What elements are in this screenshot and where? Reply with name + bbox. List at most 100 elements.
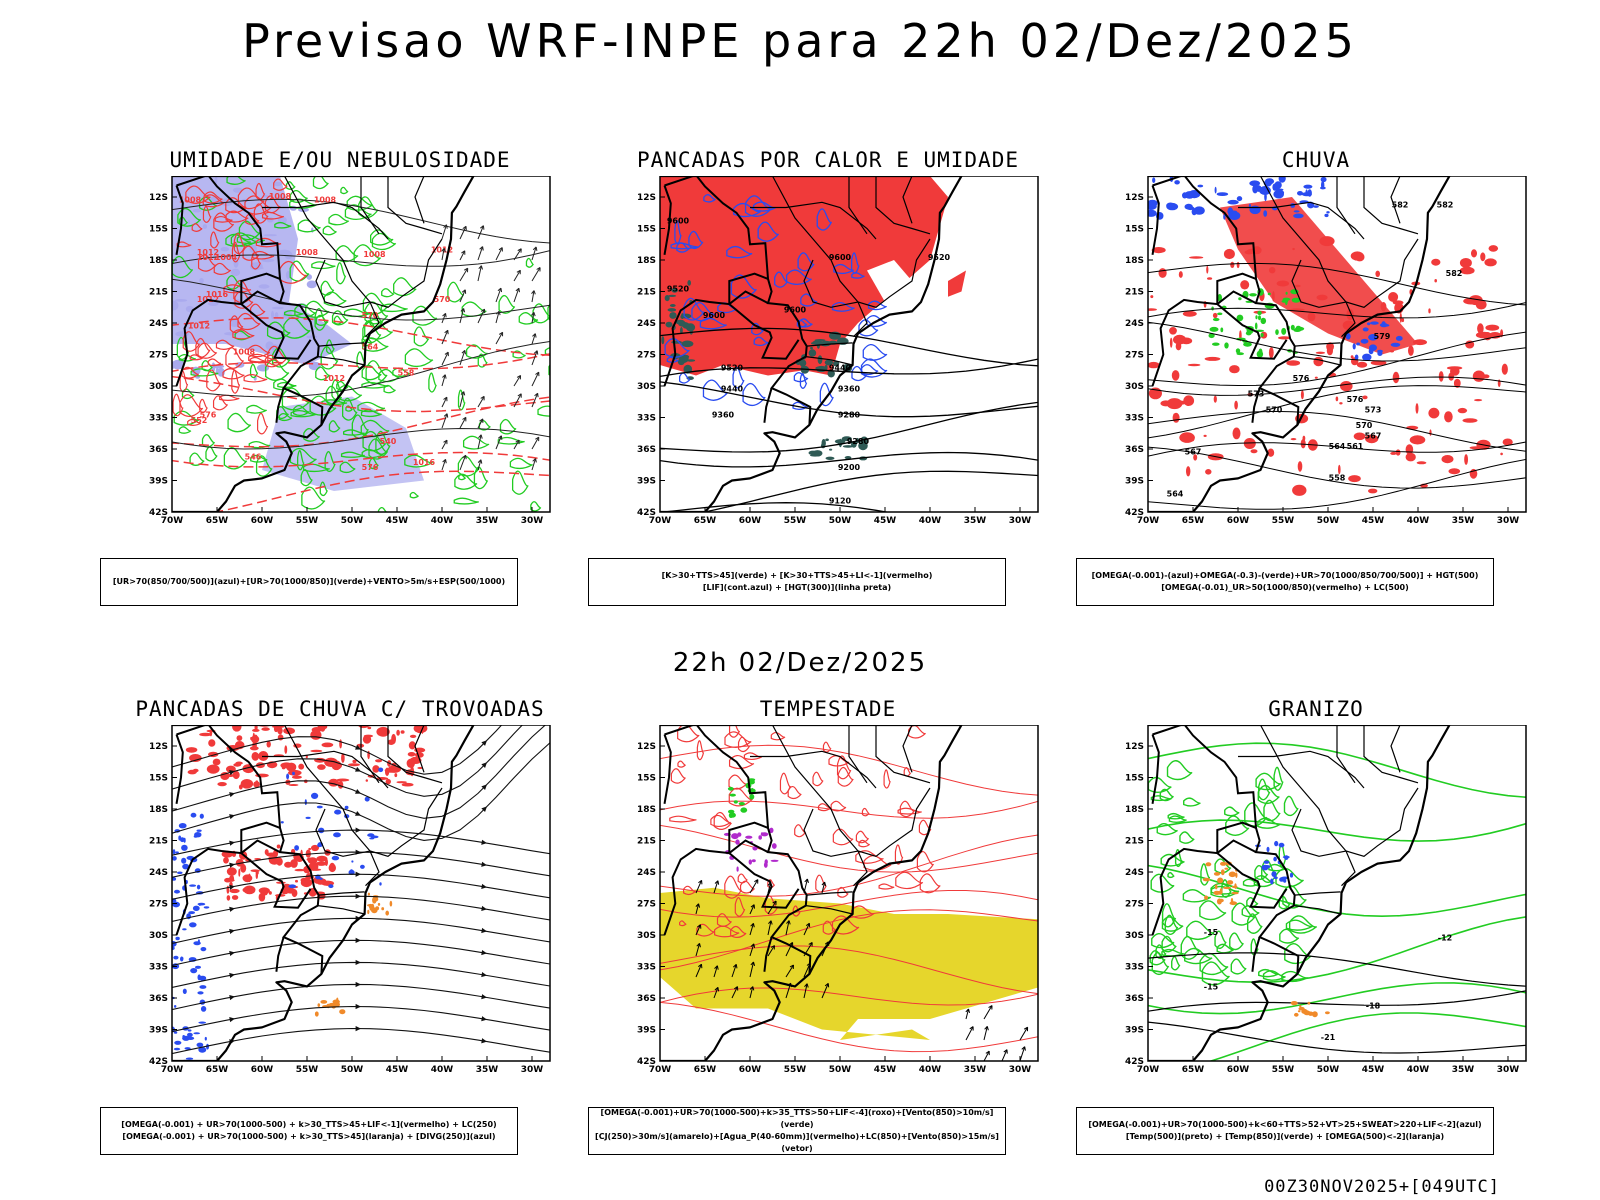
omega-cell	[1326, 211, 1330, 214]
rain-cell	[1471, 249, 1477, 258]
y-tick-label: 27S	[149, 351, 168, 361]
x-tick-label: 45W	[874, 516, 897, 526]
contour-label: 9360	[838, 384, 861, 393]
country-border	[1216, 852, 1288, 909]
heat-instability	[824, 359, 834, 366]
x-tick-label: 50W	[341, 516, 364, 526]
low-humidity-contour	[274, 221, 292, 229]
divergence-cell	[318, 827, 325, 834]
lifted-index-contour	[774, 271, 789, 288]
low-humidity-contour	[301, 486, 326, 510]
state-border	[262, 201, 389, 240]
omega-cell	[1345, 333, 1351, 340]
x-tick-label: 35W	[964, 516, 987, 526]
humidity-blob	[192, 208, 201, 213]
low-humidity-contour	[223, 447, 248, 470]
streamline-arrow	[355, 1025, 361, 1032]
state-border	[803, 808, 868, 887]
y-tick-label: 42S	[149, 1057, 168, 1067]
x-tick-label: 65W	[694, 1065, 717, 1075]
rain-cell	[1278, 336, 1291, 340]
y-tick-label: 42S	[637, 1057, 656, 1067]
strong-omega-cell	[1212, 317, 1220, 322]
rain-cell	[1392, 300, 1404, 305]
omega-cell	[1227, 207, 1234, 216]
divergence-cell	[188, 911, 195, 915]
streamline-arrow	[229, 792, 235, 798]
x-tick-label: 30W	[1497, 1065, 1520, 1075]
wind-vector	[821, 983, 829, 999]
rain-cell	[1326, 346, 1333, 356]
thunderstorm-cell	[308, 847, 312, 851]
heat-instability	[817, 355, 823, 365]
wind-vector-head	[515, 287, 520, 293]
wind-vector	[513, 248, 522, 261]
thickness-line	[172, 317, 550, 357]
wind-vector	[713, 965, 718, 978]
wind-vector	[983, 1005, 993, 1020]
low-humidity-contour	[284, 310, 304, 317]
temp850-contour	[1210, 882, 1239, 898]
temp850-contour	[1180, 935, 1201, 960]
hail-cell	[1278, 842, 1285, 848]
storm-cell	[736, 866, 739, 872]
wind-vector-head	[444, 351, 449, 357]
coastline	[172, 725, 475, 1061]
low-humidity-contour	[303, 428, 321, 442]
geopotential-line	[660, 358, 1038, 378]
hail-cell	[1282, 855, 1290, 859]
rain-cell	[1413, 339, 1427, 346]
rain-cell	[1166, 398, 1183, 410]
low-humidity-contour	[309, 395, 337, 416]
storm-cell	[735, 839, 740, 845]
low-humidity-contour	[380, 303, 408, 313]
divergence-cell	[351, 860, 354, 863]
rain-cell	[1462, 418, 1478, 423]
temp850-line	[1148, 819, 1526, 842]
low-humidity-contour	[537, 405, 550, 417]
thunderstorm-cell	[254, 725, 258, 731]
height-line	[1148, 441, 1526, 457]
divergence-cell	[203, 906, 210, 909]
low-humidity-contour	[276, 406, 290, 419]
thunderstorm-cell	[400, 730, 405, 734]
x-tick-label: 40W	[919, 1065, 942, 1075]
wind-vector	[713, 987, 719, 999]
rain-cell	[1339, 402, 1343, 405]
divergence-cell	[328, 884, 334, 889]
contour-label: 552	[191, 416, 208, 425]
wind-vector	[695, 903, 700, 915]
rain-cell	[1148, 361, 1160, 369]
divergence-cell	[181, 844, 188, 851]
convection-cell	[389, 900, 393, 907]
coastline	[660, 176, 963, 512]
precipitable-water-contour	[677, 760, 686, 768]
precipitable-water-contour	[728, 774, 748, 790]
rain-cell	[1173, 413, 1176, 416]
wind-vector-head	[461, 350, 467, 355]
thunderstorm-cell	[372, 765, 380, 773]
low-humidity-contour	[364, 319, 394, 340]
omega-cell	[1219, 888, 1223, 894]
streamline-arrow	[229, 884, 235, 890]
streamline-arrow	[355, 937, 361, 943]
clear-area	[867, 260, 912, 302]
omega-cell	[1205, 862, 1212, 867]
wind-contour	[187, 418, 202, 426]
y-tick-label: 18S	[1125, 805, 1144, 815]
humidity-blob	[306, 335, 318, 339]
thickness-line	[172, 396, 550, 448]
y-tick-label: 21S	[637, 288, 656, 298]
wind-vector	[785, 942, 793, 957]
rain-cell	[1429, 429, 1432, 436]
strong-wind-cell	[733, 800, 738, 804]
streamline-arrow	[229, 840, 235, 846]
omega-cell	[1307, 189, 1312, 197]
lifted-index-contour	[793, 372, 809, 383]
country-border	[240, 852, 312, 909]
rain-cell	[1319, 236, 1335, 247]
y-tick-label: 15S	[149, 774, 168, 784]
wind-contour	[202, 194, 226, 208]
omega-cell	[1324, 213, 1329, 218]
state-border	[805, 356, 853, 366]
